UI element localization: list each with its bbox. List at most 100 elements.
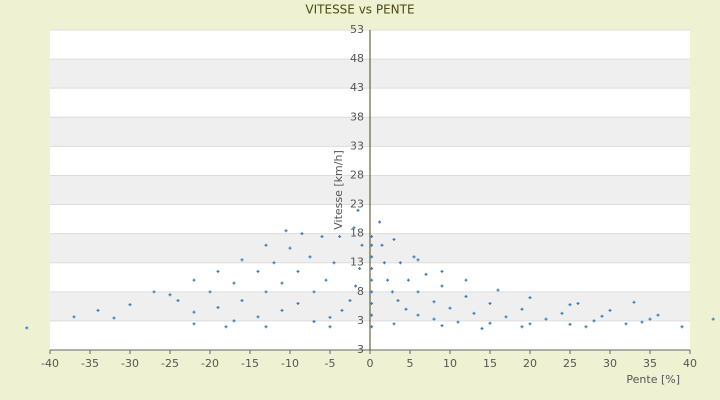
- point: [360, 243, 364, 247]
- point: [392, 322, 396, 326]
- point: [528, 296, 532, 300]
- y-tick-label: 33: [350, 139, 364, 152]
- point: [584, 325, 588, 329]
- point: [358, 267, 362, 271]
- point: [232, 319, 236, 323]
- x-tick-label: 5: [407, 357, 414, 370]
- point: [320, 235, 324, 239]
- point: [312, 290, 316, 294]
- point: [370, 235, 374, 239]
- point: [632, 300, 636, 304]
- point: [370, 301, 374, 305]
- x-tick-label: 10: [443, 357, 457, 370]
- point: [348, 299, 352, 303]
- point: [390, 290, 394, 294]
- point: [192, 310, 196, 314]
- y-tick-label: 23: [350, 198, 364, 211]
- y-tick-label: 13: [350, 256, 364, 269]
- point: [392, 237, 396, 241]
- y-tick-label: 48: [350, 52, 364, 65]
- point: [624, 322, 628, 326]
- point: [208, 290, 212, 294]
- point: [328, 315, 332, 319]
- x-tick-label: -15: [241, 357, 259, 370]
- point: [312, 319, 316, 323]
- point: [264, 325, 268, 329]
- point: [416, 290, 420, 294]
- point: [112, 316, 116, 320]
- x-tick-label: -40: [41, 357, 59, 370]
- x-tick-label: 20: [523, 357, 537, 370]
- y-tick-label: 43: [350, 81, 364, 94]
- point: [382, 261, 386, 265]
- point: [440, 284, 444, 288]
- point: [240, 258, 244, 262]
- point: [256, 315, 260, 319]
- point: [528, 322, 532, 326]
- point: [592, 319, 596, 323]
- point: [472, 311, 476, 315]
- point: [328, 325, 332, 329]
- chart-title: VITESSE vs PENTE: [305, 3, 414, 17]
- x-tick-label: -20: [201, 357, 219, 370]
- point: [711, 317, 715, 321]
- point: [216, 306, 220, 310]
- y-tick-label: 53: [350, 23, 364, 36]
- point: [332, 261, 336, 265]
- point: [296, 301, 300, 305]
- point: [656, 313, 660, 317]
- point: [412, 255, 416, 259]
- point: [370, 243, 374, 247]
- point: [356, 208, 360, 212]
- point: [232, 281, 236, 285]
- point: [560, 311, 564, 315]
- point: [378, 220, 382, 224]
- point: [300, 232, 304, 236]
- point: [432, 317, 436, 321]
- x-tick-label: 40: [683, 357, 697, 370]
- point: [272, 261, 276, 265]
- point: [370, 255, 374, 259]
- x-tick-label: -10: [281, 357, 299, 370]
- point: [576, 301, 580, 305]
- point: [288, 246, 292, 250]
- y-tick-label: 38: [350, 110, 364, 123]
- point: [72, 315, 76, 319]
- point: [406, 278, 410, 282]
- x-tick-label: -35: [81, 357, 99, 370]
- point: [416, 258, 420, 262]
- x-tick-label: -25: [161, 357, 179, 370]
- point: [520, 307, 524, 311]
- point: [256, 269, 260, 273]
- point: [432, 300, 436, 304]
- point: [496, 288, 500, 292]
- point: [480, 326, 484, 330]
- point: [396, 299, 400, 303]
- point: [370, 313, 374, 317]
- x-tick-label: 25: [563, 357, 577, 370]
- point: [168, 293, 172, 297]
- point: [192, 278, 196, 282]
- point: [192, 322, 196, 326]
- y-axis-title: Vitesse [km/h]: [332, 150, 345, 230]
- y-tick-label: 18: [350, 227, 364, 240]
- point: [504, 315, 508, 319]
- point: [544, 317, 548, 321]
- point: [264, 243, 268, 247]
- point: [488, 321, 492, 325]
- point: [128, 303, 132, 307]
- point: [680, 325, 684, 329]
- point: [464, 278, 468, 282]
- point: [176, 299, 180, 303]
- point: [424, 272, 428, 276]
- point: [152, 290, 156, 294]
- point: [308, 255, 312, 259]
- point: [354, 284, 358, 288]
- point: [520, 325, 524, 329]
- point: [340, 308, 344, 312]
- point: [380, 243, 384, 247]
- point: [370, 278, 374, 282]
- point: [488, 301, 492, 305]
- point: [464, 294, 468, 298]
